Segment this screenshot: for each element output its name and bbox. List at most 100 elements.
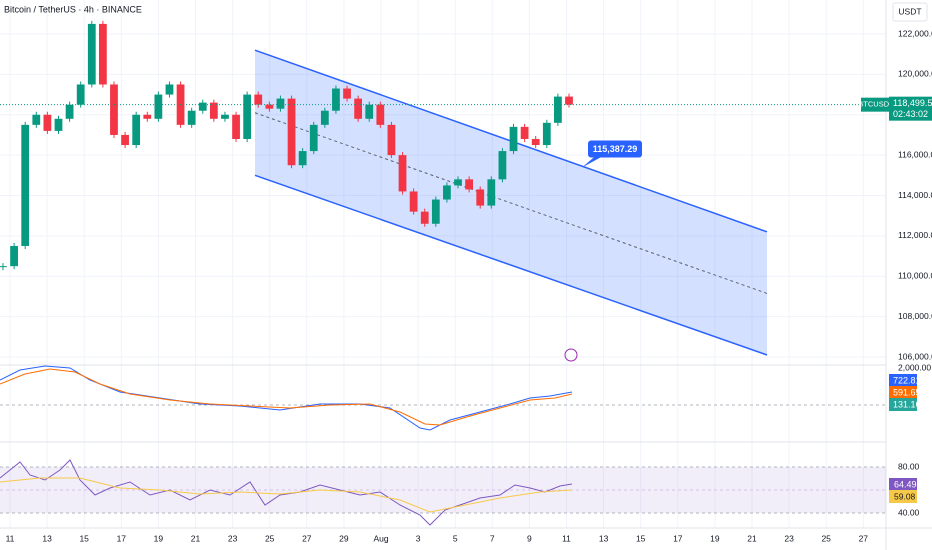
currency-button[interactable] <box>892 2 928 22</box>
x-tick-label: Aug <box>373 533 388 543</box>
hist-label: 131.16 <box>893 399 921 409</box>
candle <box>454 179 462 186</box>
candle <box>465 179 474 190</box>
candle <box>509 126 518 152</box>
rsi-label: 64.49 <box>894 479 917 489</box>
candle <box>343 88 351 99</box>
y-tick-label: 108,000.00 <box>898 311 932 321</box>
macd-tag <box>889 374 917 387</box>
candle <box>498 151 507 180</box>
macd-top-label: 2,000.00 <box>898 362 931 372</box>
y-tick-label: 120,000.00 <box>898 69 932 79</box>
x-tick-label: 13 <box>599 533 609 543</box>
grid <box>0 0 886 528</box>
callout-pointer <box>582 155 604 168</box>
x-tick-label: 19 <box>154 533 164 543</box>
candle <box>76 84 85 105</box>
candle <box>376 104 385 125</box>
rsi-ma-label: 59.08 <box>894 491 916 501</box>
candle <box>121 134 129 146</box>
y-tick-label: 116,000.00 <box>898 149 932 159</box>
callout-label: 115,387.29 <box>593 144 638 154</box>
x-tick-label: 25 <box>265 533 275 543</box>
candle <box>387 124 396 156</box>
chart-title: Bitcoin / TetherUS · 4h · BINANCE <box>4 4 142 14</box>
x-tick-label: 23 <box>784 533 794 543</box>
event-icon[interactable] <box>564 348 578 362</box>
candle <box>65 104 74 119</box>
price-label: 118,499.58 <box>893 98 932 108</box>
candle <box>298 151 307 166</box>
x-tick-label: 3 <box>416 533 421 543</box>
x-tick-label: 17 <box>117 533 127 543</box>
candle <box>209 102 218 119</box>
y-tick-label: 110,000.00 <box>898 271 932 281</box>
marks <box>0 20 886 356</box>
x-tick-label: 25 <box>821 533 831 543</box>
candle <box>531 138 540 146</box>
x-tick-label: 7 <box>490 533 495 543</box>
candle <box>409 191 418 212</box>
candle <box>354 98 363 119</box>
candle <box>476 189 485 206</box>
candle <box>520 126 529 139</box>
symbol-tag <box>861 97 892 112</box>
candle <box>332 88 340 111</box>
candle <box>487 179 496 206</box>
candle <box>320 110 329 125</box>
candle <box>232 114 240 139</box>
candle <box>554 96 562 123</box>
candle <box>154 94 163 119</box>
candle <box>98 23 107 85</box>
candle <box>43 114 52 131</box>
candle <box>287 98 296 166</box>
x-tick-label: 9 <box>527 533 532 543</box>
hist-tag <box>889 398 917 411</box>
candle <box>132 114 141 146</box>
candle <box>143 114 152 119</box>
symbol-label: BTCUSDT <box>858 100 894 109</box>
macd-label: 722.81 <box>893 375 921 385</box>
candle <box>21 124 30 246</box>
candle <box>420 211 429 224</box>
channel-middle <box>254 112 768 294</box>
rsi-line <box>0 459 573 526</box>
x-tick-label: 17 <box>673 533 683 543</box>
x-tick-label: 21 <box>747 533 757 543</box>
rsi-upper-label: 80.00 <box>898 461 920 471</box>
x-tick-label: 19 <box>710 533 720 543</box>
signal-tag <box>889 386 917 399</box>
candle <box>243 94 252 139</box>
candle <box>265 104 274 109</box>
x-tick-label: 27 <box>302 533 312 543</box>
candle <box>276 98 285 109</box>
x-tick-label: 13 <box>42 533 52 543</box>
channel-lower <box>254 174 768 356</box>
x-tick-label: 11 <box>562 533 571 543</box>
candle <box>443 185 451 200</box>
y-tick-label: 112,000.00 <box>898 230 932 240</box>
x-tick-label: 23 <box>228 533 238 543</box>
candle <box>165 84 174 95</box>
rsi-lower-label: 40.00 <box>898 507 920 517</box>
x-tick-label: 29 <box>339 533 349 543</box>
candle <box>542 122 551 146</box>
candle <box>254 94 263 105</box>
candle <box>32 114 41 125</box>
macd-line <box>0 365 573 431</box>
candle <box>431 199 440 224</box>
x-tick-label: 15 <box>79 533 89 543</box>
rsi-ma-tag <box>889 490 917 503</box>
signal-label: 591.65 <box>893 387 921 397</box>
candle <box>187 110 196 125</box>
candle <box>565 96 573 105</box>
candle <box>198 102 207 111</box>
candle <box>221 114 229 119</box>
x-tick-label: 27 <box>859 533 869 543</box>
candle <box>309 124 318 152</box>
x-tick-label: 11 <box>6 533 15 543</box>
candle <box>398 155 407 192</box>
candle <box>110 84 118 135</box>
